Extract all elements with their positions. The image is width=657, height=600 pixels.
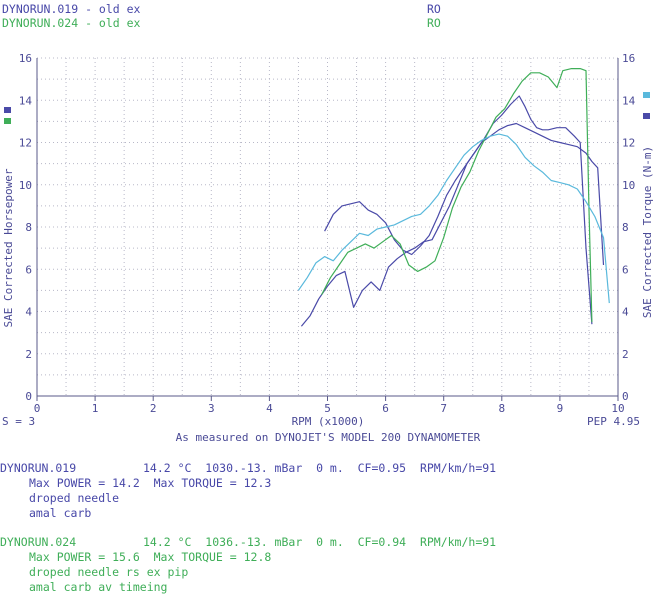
- y-tick-label-left: 14: [19, 94, 33, 107]
- run2-max-values: Max POWER = 15.6 Max TORQUE = 12.8: [29, 550, 272, 564]
- chart-grid: [36, 57, 619, 397]
- y-tick-label-right: 8: [622, 221, 629, 234]
- run2-name: DYNORUN.024: [0, 535, 77, 549]
- run2-note-2: amal carb av timeing: [29, 580, 168, 594]
- y-axis-left-label: SAE Corrected Horsepower: [2, 168, 15, 327]
- x-axis-label: RPM (x1000): [292, 415, 365, 428]
- y-tick-label-right: 12: [622, 137, 635, 150]
- x-tick-label: 2: [150, 402, 157, 415]
- y-tick-label-left: 8: [25, 221, 32, 234]
- left-legend-swatches: [4, 107, 11, 124]
- legend-swatch-run2-left: [4, 118, 11, 124]
- run1-max-values: Max POWER = 14.2 Max TORQUE = 12.3: [29, 476, 272, 490]
- y-tick-label-left: 2: [25, 348, 32, 361]
- y-axis-right-label: SAE Corrected Torque (N-m): [641, 146, 654, 318]
- chart-series: [297, 67, 610, 327]
- x-tick-label: 1: [92, 402, 99, 415]
- y-tick-label-left: 6: [25, 263, 32, 276]
- y-tick-label-right: 0: [622, 390, 629, 403]
- x-tick-label: 9: [557, 402, 564, 415]
- run1-name: DYNORUN.019: [0, 461, 77, 475]
- x-tick-label: 3: [208, 402, 215, 415]
- footer-right-version: PEP 4.95: [587, 415, 640, 428]
- x-tick-label: 7: [440, 402, 447, 415]
- run2-conditions: 14.2 °C 1036.-13. mBar 0 m. CF=0.94 RPM/…: [143, 535, 497, 549]
- legend-swatch-run1-right: [643, 113, 650, 119]
- x-tick-label: 0: [34, 402, 41, 415]
- run1-conditions: 14.2 °C 1030.-13. mBar 0 m. CF=0.95 RPM/…: [143, 461, 497, 475]
- y-tick-label-right: 6: [622, 263, 629, 276]
- y-tick-label-right: 10: [622, 179, 635, 192]
- run1-note-1: droped needle: [29, 491, 120, 505]
- run1-note-2: amal carb: [29, 506, 92, 520]
- legend-swatch-run2-right: [643, 92, 650, 98]
- y-tick-label-right: 4: [622, 306, 629, 319]
- footer-left-scale: S = 3: [2, 415, 35, 428]
- series-line-dynorun-024-power: [321, 67, 593, 323]
- y-tick-label-left: 10: [19, 179, 32, 192]
- series-line-dynorun-019-power: [300, 95, 593, 327]
- y-tick-label-left: 0: [25, 390, 32, 403]
- x-tick-label: 6: [382, 402, 389, 415]
- x-tick-label: 10: [611, 402, 624, 415]
- y-tick-label-left: 4: [25, 306, 32, 319]
- y-tick-label-right: 14: [622, 94, 636, 107]
- chart-subtitle: As measured on DYNOJET'S MODEL 200 DYNAM…: [176, 431, 481, 444]
- run2-header-tag: RO: [427, 16, 441, 30]
- y-tick-label-right: 2: [622, 348, 629, 361]
- series-line-dynorun-024-torque: [297, 133, 610, 304]
- run1-header-tag: RO: [427, 2, 441, 16]
- run2-note-1: droped needle rs ex pip: [29, 565, 189, 579]
- x-tick-label: 4: [266, 402, 273, 415]
- y-tick-label-left: 16: [19, 52, 32, 65]
- series-line-dynorun-019-torque: [324, 122, 605, 266]
- y-tick-label-left: 12: [19, 137, 32, 150]
- run2-header-label: DYNORUN.024 - old ex: [2, 16, 141, 30]
- legend-swatch-run1-left: [4, 107, 11, 113]
- run1-header-label: DYNORUN.019 - old ex: [2, 2, 141, 16]
- y-tick-label-right: 16: [622, 52, 635, 65]
- x-tick-label: 5: [324, 402, 331, 415]
- x-tick-label: 8: [498, 402, 505, 415]
- right-legend-swatches: [643, 92, 650, 119]
